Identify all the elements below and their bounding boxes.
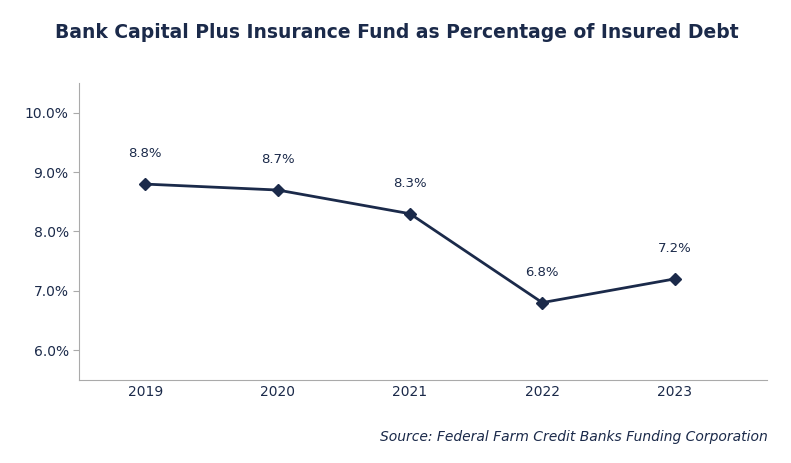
- Text: 8.8%: 8.8%: [128, 147, 162, 160]
- Text: 7.2%: 7.2%: [658, 242, 691, 255]
- Text: 8.7%: 8.7%: [261, 153, 294, 166]
- Text: Source: Federal Farm Credit Banks Funding Corporation: Source: Federal Farm Credit Banks Fundin…: [380, 431, 767, 444]
- Text: Bank Capital Plus Insurance Fund as Percentage of Insured Debt: Bank Capital Plus Insurance Fund as Perc…: [55, 23, 739, 42]
- Text: 6.8%: 6.8%: [525, 266, 559, 279]
- Text: 8.3%: 8.3%: [393, 177, 427, 190]
